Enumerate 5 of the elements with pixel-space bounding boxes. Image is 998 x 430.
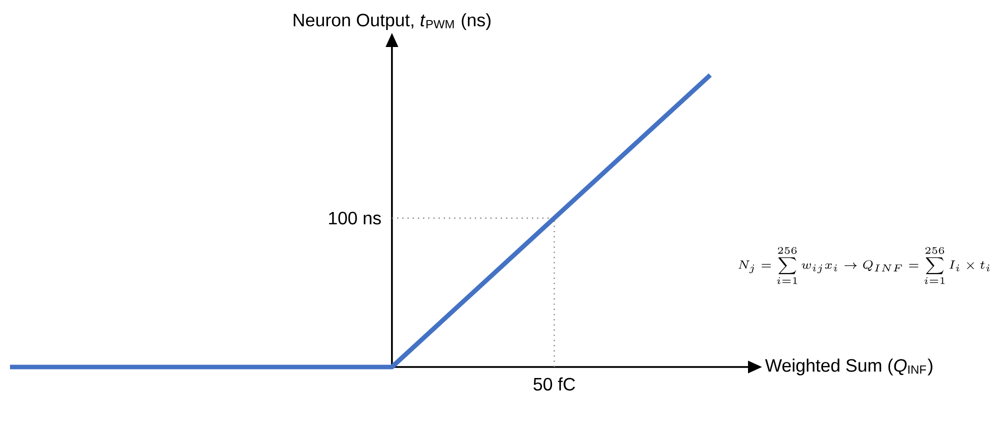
ref-line-label: 100 ns	[329, 212, 381, 224]
y-axis-title: Neuron Output, t$_{PWM}$ (ns)	[294, 13, 490, 30]
x-axis-title: Weighted Sum (Q$_{INF}$)	[765, 358, 932, 376]
annotation: $N_j = \sum_{i=1}^{256} w_{ij}x_i \rightarrow Q_{INF} = \sum_{i=1}^{256} I_i\times t_i$	[738, 247, 990, 284]
text: 50 fC	[534, 377, 576, 391]
